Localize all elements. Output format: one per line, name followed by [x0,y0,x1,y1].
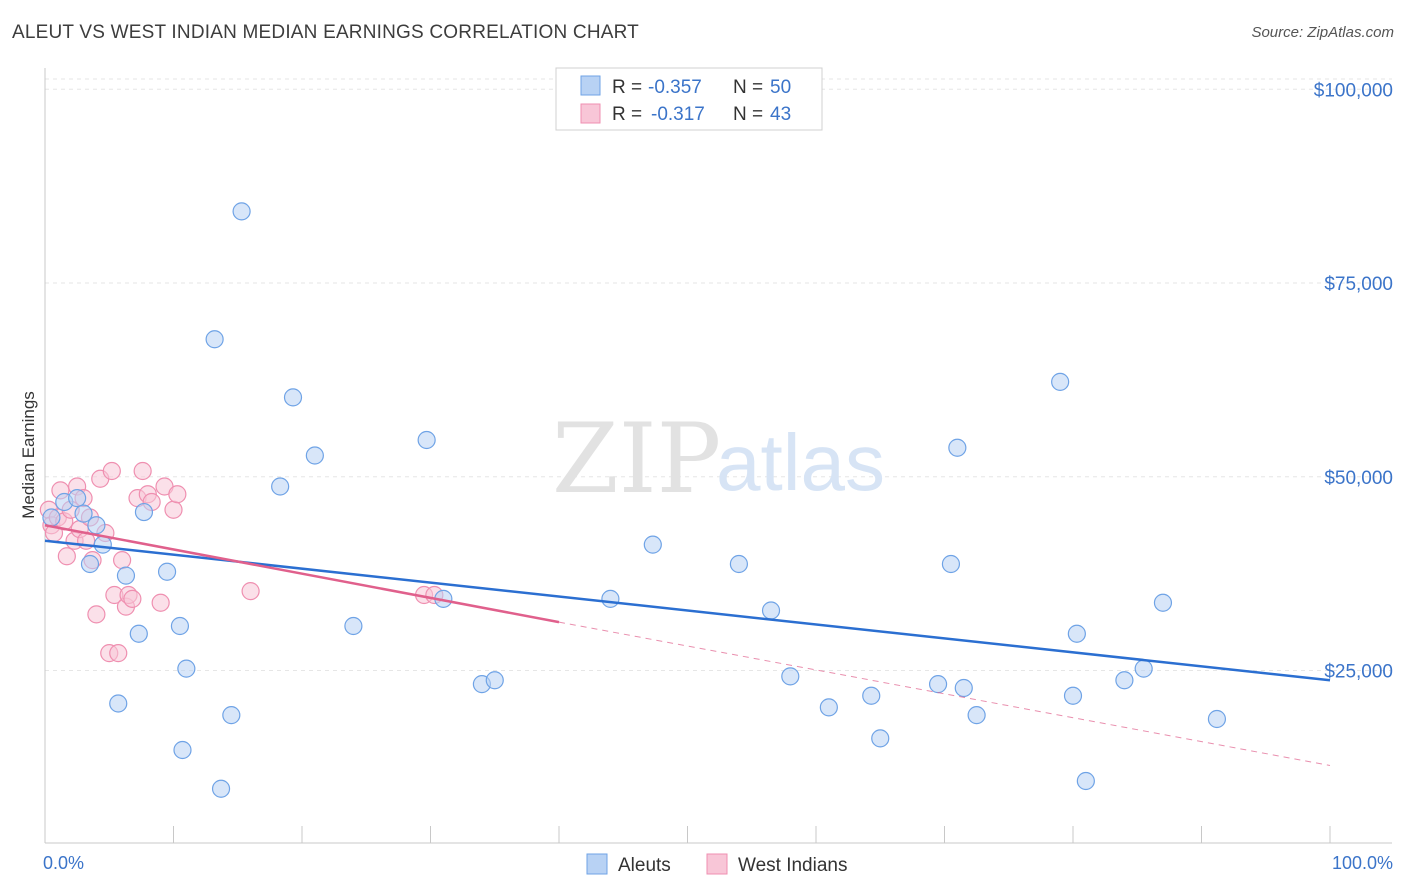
series-west-indians-points [39,461,444,663]
point-west-indians [123,589,142,608]
point-aleuts [211,779,231,798]
point-aleuts [68,489,87,508]
point-aleuts [871,729,890,748]
point-west-indians [133,461,152,481]
legend-n-value-1: 50 [770,77,791,98]
point-aleuts [1134,659,1153,678]
point-aleuts [177,659,196,678]
point-aleuts [173,740,192,760]
point-west-indians [57,547,76,566]
y-axis-title: Median Earnings [19,391,38,519]
point-aleuts [87,516,106,535]
point-aleuts [74,504,93,523]
point-aleuts [305,446,324,465]
point-aleuts [948,438,967,457]
chart-source: Source: ZipAtlas.com [1251,24,1394,41]
point-aleuts [1153,593,1173,612]
watermark-zip: ZIP [552,403,721,515]
chart-title: ALEUT VS WEST INDIAN MEDIAN EARNINGS COR… [12,22,639,43]
legend-swatch-aleuts [580,75,601,96]
point-aleuts [116,566,136,585]
point-aleuts [1076,771,1095,791]
legend-r-value-2: -0.317 [651,104,705,125]
bottom-legend-swatch-west-indians [706,853,728,875]
legend-n-value-2: 43 [770,104,791,125]
point-aleuts [1115,671,1134,690]
point-aleuts [417,430,436,450]
point-west-indians [109,644,128,663]
trend-line-aleuts [44,539,1331,682]
series-aleuts-points [42,202,1227,798]
point-aleuts [222,706,241,725]
trend-line-west-indians [44,524,560,624]
point-aleuts [1051,372,1070,391]
point-aleuts [42,508,61,527]
x-tick-label-min: 0.0% [43,853,84,873]
point-aleuts [819,698,838,717]
point-aleuts [601,589,620,608]
bottom-legend: Aleuts West Indians [586,853,847,876]
legend-box: R = -0.357 N = 50 R = -0.317 N = 43 [555,67,823,131]
y-tick-labels: $25,000 $50,000 $75,000 $100,000 [1314,80,1393,682]
point-aleuts [928,675,948,694]
point-west-indians [102,461,121,481]
point-aleuts [271,477,290,496]
legend-n-label-2: N = [733,104,763,125]
point-aleuts [93,535,112,554]
point-aleuts [729,554,749,574]
point-aleuts [761,601,781,620]
watermark-atlas: atlas [716,418,885,507]
point-aleuts [80,554,100,574]
point-aleuts [781,667,800,686]
point-aleuts [954,678,973,698]
bottom-legend-swatch-aleuts [586,853,608,875]
x-tick-label-max: 100.0% [1332,853,1393,873]
point-west-indians [112,551,132,570]
point-aleuts [109,694,128,713]
point-west-indians [241,582,260,601]
point-aleuts [129,624,148,643]
bottom-legend-label-aleuts: Aleuts [618,855,671,876]
point-aleuts [1207,709,1227,729]
y-tick-label: $50,000 [1324,468,1393,489]
point-aleuts [170,616,190,636]
gridlines [45,78,1392,671]
legend-r-label-2: R = [612,104,642,125]
y-tick-label: $75,000 [1324,274,1393,295]
trend-extension-west-indians [558,621,1331,766]
trend-lines [44,524,1331,766]
point-aleuts [941,554,961,574]
point-aleuts [1067,624,1086,643]
point-aleuts [283,388,303,407]
y-tick-label: $25,000 [1324,662,1393,683]
point-west-indians [164,500,183,519]
point-west-indians [151,593,170,612]
point-aleuts [344,616,363,636]
point-aleuts [643,535,662,554]
y-tick-label: $100,000 [1314,80,1393,101]
legend-n-label-1: N = [733,77,763,98]
point-aleuts [232,202,251,221]
point-west-indians [87,605,106,624]
point-aleuts [1063,686,1083,705]
point-aleuts [862,686,881,705]
legend-swatch-west-indians [580,103,601,124]
point-aleuts [157,562,177,581]
bottom-legend-label-west-indians: West Indians [738,855,847,876]
x-ticks [173,826,1331,843]
point-aleuts [967,706,986,725]
legend-r-label-1: R = [612,77,642,98]
point-west-indians [168,485,187,504]
point-aleuts [205,330,224,349]
point-aleuts [134,502,154,522]
point-aleuts [485,671,504,690]
legend-r-value-1: -0.357 [648,77,702,98]
